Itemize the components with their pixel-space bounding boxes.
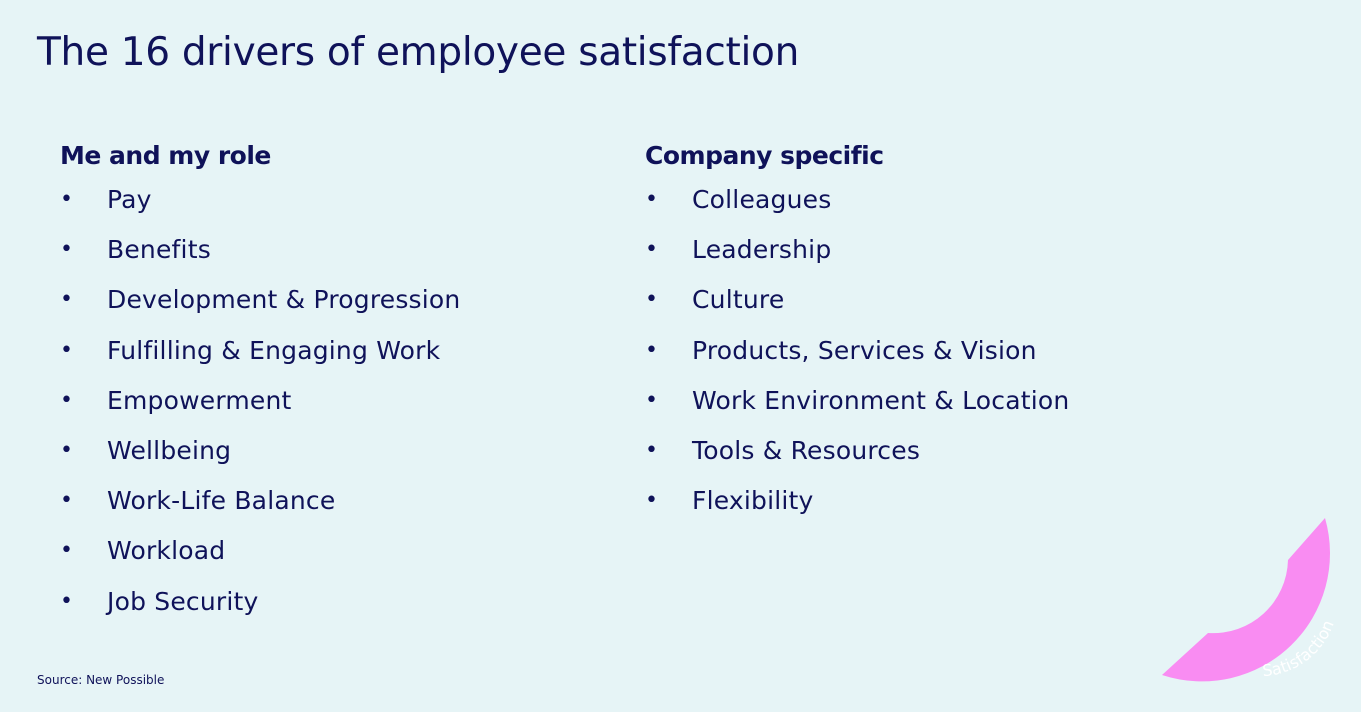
item-label: Pay (107, 185, 152, 214)
bullet: • (645, 237, 659, 263)
bullet: • (645, 287, 659, 313)
list-item: • Wellbeing (60, 434, 271, 484)
item-label: Culture (692, 285, 785, 315)
column-me-and-my-role: Me and my role • Pay • Benefits • Development… (60, 138, 460, 635)
item-label: Colleagues (692, 185, 832, 214)
item-label: Workload (107, 536, 226, 566)
drivers-list: • Colleagues • Leadership • Culture • Products,… (645, 183, 1069, 534)
item-label: Development & Progression (107, 285, 461, 315)
bullet: • (60, 437, 74, 463)
list-item: • Pay (60, 183, 271, 233)
bullet: • (645, 387, 659, 413)
bullet: • (60, 187, 74, 212)
drivers-list: • Pay • Benefits • Development & Progression •… (60, 183, 460, 635)
bullet: • (60, 488, 74, 514)
column-heading: Company specific (645, 141, 884, 170)
source-note: Source: New Possible (37, 673, 165, 687)
satisfaction-arc-badge: Satisfaction (1162, 518, 1338, 682)
item-label: Wellbeing (107, 435, 232, 465)
list-item: • Tools & Resources (645, 434, 920, 484)
list-item: • Work-Life Balance (60, 484, 335, 534)
list-item: • Fulfilling & Engaging Work (60, 334, 440, 384)
list-item: • Workload (60, 534, 271, 584)
item-label: Tools & Resources (692, 435, 921, 465)
list-item: • Culture (645, 283, 884, 333)
list-item: • Empowerment (60, 384, 291, 434)
list-item: • Benefits (60, 233, 271, 283)
bullet: • (645, 187, 659, 212)
item-label: Fulfilling & Engaging Work (107, 335, 441, 365)
bullet: • (645, 337, 659, 363)
arc-shape (1162, 518, 1330, 682)
item-label: Empowerment (107, 385, 292, 415)
column-heading: Me and my role (60, 141, 271, 170)
item-label: Leadership (692, 235, 832, 265)
list-item: • Development & Progression (60, 283, 460, 333)
item-label: Flexibility (692, 486, 814, 516)
bullet: • (645, 488, 659, 514)
item-label: Work Environment & Location (692, 385, 1070, 415)
list-item: • Job Security (60, 585, 271, 635)
item-label: Products, Services & Vision (692, 335, 1037, 365)
list-item: • Flexibility (645, 484, 884, 534)
list-item: • Colleagues (645, 183, 884, 233)
bullet: • (60, 538, 74, 564)
item-label: Job Security (107, 586, 259, 616)
list-item: • Work Environment & Location (645, 384, 1069, 434)
bullet: • (60, 237, 74, 263)
item-label: Benefits (107, 235, 211, 265)
item-label: Work-Life Balance (107, 486, 336, 516)
bullet: • (60, 287, 74, 313)
page-title: The 16 drivers of employee satisfaction (37, 30, 800, 75)
list-item: • Leadership (645, 233, 884, 283)
bullet: • (645, 437, 659, 463)
bullet: • (60, 337, 74, 363)
column-company-specific: Company specific • Colleagues • Leadership •… (645, 138, 1069, 534)
bullet: • (60, 588, 74, 614)
bullet: • (60, 387, 74, 413)
list-item: • Products, Services & Vision (645, 334, 1036, 384)
